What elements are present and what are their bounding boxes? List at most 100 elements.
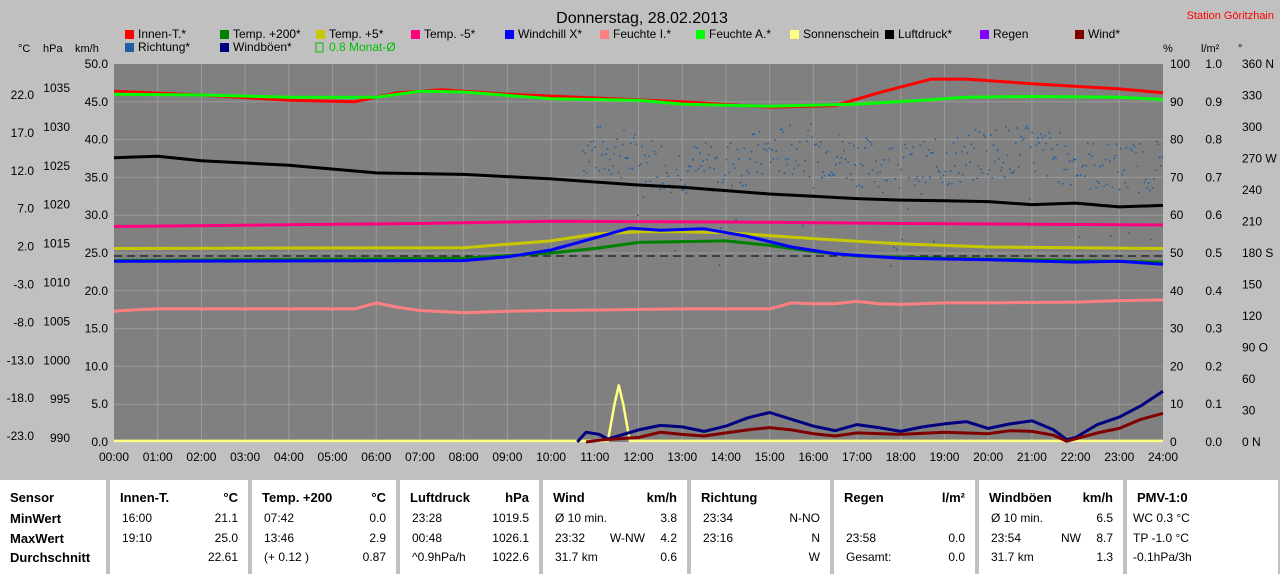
summary-cell-value: 1026.1 [492,530,529,545]
direction-point [1158,156,1161,159]
direction-point [639,163,642,166]
y-tick-direction: 270 W [1242,152,1277,166]
series-line-1 [113,89,1164,108]
summary-header: Temp. +200 [262,490,333,505]
direction-point [1017,166,1020,168]
direction-point [742,184,744,187]
direction-point [758,130,761,133]
direction-point [1073,158,1075,161]
y-tick-humidity: 60 [1170,208,1184,222]
direction-point [1074,158,1077,161]
direction-point [948,182,951,185]
direction-point [833,174,836,177]
direction-point [1082,164,1085,167]
direction-point [1020,135,1023,138]
direction-point [912,146,915,149]
direction-point [779,128,782,131]
direction-point [870,143,873,146]
direction-point [894,177,897,180]
direction-point [1118,188,1121,191]
direction-point [995,129,998,131]
direction-point [693,146,696,148]
direction-point [1103,185,1106,187]
direction-point [1038,141,1041,144]
direction-point [610,173,613,176]
direction-point [663,187,665,190]
direction-point [609,158,611,161]
y-tick-temp: -8.0 [13,315,34,329]
axis-unit-kmh: km/h [75,43,99,55]
direction-point [1068,160,1071,162]
direction-point [977,165,980,168]
summary-cell-time: 23:58 [846,530,877,545]
direction-point [965,164,967,167]
direction-point [855,185,858,188]
direction-point [751,133,754,136]
summary-panel: PMV-1:0 WC 0.3 °C TP -1.0 °C -0.1hPa/3h [1127,480,1280,574]
direction-point [861,186,863,188]
direction-point [768,147,771,150]
y-tick-humidity: 30 [1170,322,1184,336]
direction-point [887,159,890,161]
direction-point [798,140,801,143]
summary-cell-value: N-NO [789,511,820,525]
direction-point [985,150,988,152]
direction-point [843,149,845,152]
direction-point [587,144,589,147]
y-tick-kmh: 20.0 [85,284,109,298]
direction-point [945,152,948,154]
series-line-4 [113,230,1164,250]
legend: Innen-T.* Temp. +200* Temp. +5* Temp. -5* Wi… [125,27,1120,54]
direction-point [1150,238,1153,241]
direction-point [707,153,710,156]
legend-swatch [505,30,514,39]
y-tick-kmh: 35.0 [85,170,109,184]
direction-point [670,191,672,194]
legend-label: Temp. +5* [329,27,384,41]
direction-point [1030,146,1032,149]
direction-point [951,182,953,185]
y-tick-hpa: 1025 [43,159,70,173]
direction-point [818,145,820,148]
summary-row-label: MinWert [10,511,62,526]
direction-point [776,157,779,160]
y-tick-direction: 300 [1242,120,1262,134]
direction-point [959,181,962,183]
direction-point [900,168,902,171]
direction-point [1016,127,1018,129]
direction-point [649,180,652,182]
direction-point [588,160,591,163]
direction-point [970,143,973,146]
direction-point [767,142,769,145]
direction-point [954,164,956,167]
y-tick-direction: 210 [1242,215,1262,229]
direction-point [769,161,772,164]
direction-point [733,167,736,169]
direction-point [793,167,796,170]
direction-point [901,238,904,241]
x-tick-label: 18:00 [886,450,916,464]
summary-cell-time: 16:00 [122,511,153,525]
direction-point [1050,148,1053,151]
direction-point [641,145,643,148]
axes: 00:00 01:00 02:00 03:00 04:00 05:00 06:00 07:00… [7,57,1278,464]
y-tick-temp: -18.0 [7,391,35,405]
direction-point [589,141,592,143]
direction-point [620,176,623,179]
x-tick-label: 24:00 [1148,450,1178,464]
direction-point [1109,160,1111,163]
direction-point [750,150,753,153]
direction-point [884,179,887,182]
direction-point [603,167,606,170]
legend-label: 0.8 Monat-Ø [329,40,396,54]
direction-point [952,142,955,144]
direction-point [661,182,664,184]
legend-swatch [411,30,420,39]
direction-point [938,171,941,173]
x-tick-label: 05:00 [318,450,348,464]
y-tick-temp: -3.0 [13,278,34,292]
direction-point [923,140,926,143]
direction-point [1055,157,1057,160]
direction-point [897,163,899,166]
direction-point [852,144,855,147]
